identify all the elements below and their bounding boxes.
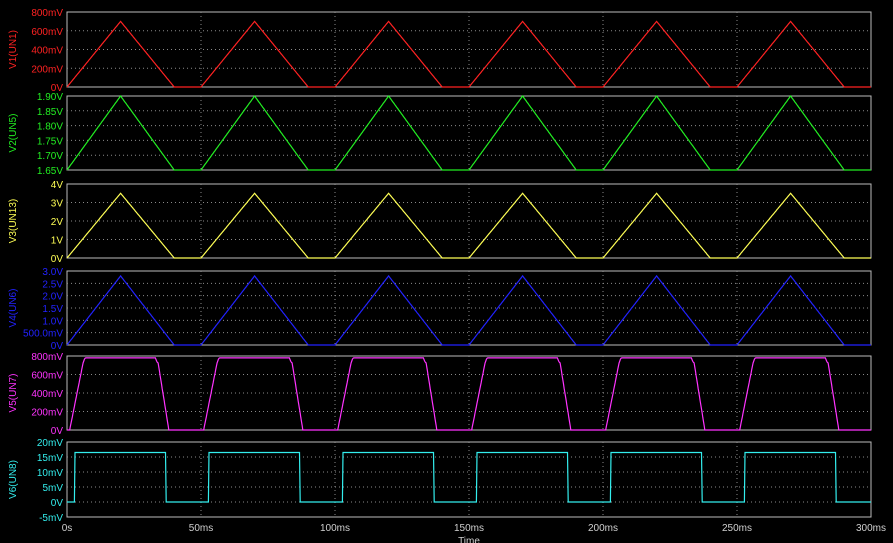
panel-1-y-tick-label: 0V <box>51 83 64 94</box>
panel-2-y-tick-label: 1.85V <box>37 107 63 118</box>
panel-5-y-tick-label: 600mV <box>31 371 63 382</box>
panel-2-y-tick-label: 1.90V <box>37 92 63 103</box>
x-tick-label: 100ms <box>320 523 350 534</box>
panel-6-frame <box>66 441 872 518</box>
panel-6-y-tick-label: 0V <box>51 498 64 509</box>
panel-4-y-tick-label: 1.5V <box>42 304 63 315</box>
panel-4-y-tick-label: 1.0V <box>42 316 63 327</box>
panel-3-y-axis-label: V3(UN13) <box>8 199 19 243</box>
x-tick-label: 300ms <box>856 523 886 534</box>
panel-5-y-tick-label: 800mV <box>31 352 63 363</box>
panel-2-y-axis-label: V2(UN5) <box>8 114 19 153</box>
panel-3-y-tick-label: 1V <box>51 236 64 247</box>
panel-6-y-tick-label: 5mV <box>42 483 63 494</box>
panel-3-series-line <box>66 192 871 259</box>
panel-1-y-tick-label: 200mV <box>31 64 63 75</box>
panel-3-y-tick-label: 2V <box>51 217 64 228</box>
panel-1-y-tick-label: 800mV <box>31 8 63 19</box>
panel-2-series-line <box>66 95 871 171</box>
x-tick-label: 250ms <box>722 523 752 534</box>
panel-2-y-tick-label: 1.70V <box>37 151 63 162</box>
panel-1-y-tick-label: 600mV <box>31 27 63 38</box>
panel-5-y-tick-label: 400mV <box>31 389 63 400</box>
x-tick-label: 150ms <box>454 523 484 534</box>
panel-5-y-tick-label: 0V <box>51 426 64 437</box>
panel-5-y-tick-label: 200mV <box>31 408 63 419</box>
panel-6-y-tick-label: 10mV <box>37 468 63 479</box>
panel-5-series-line <box>67 357 871 431</box>
panel-6-y-tick-label: 20mV <box>37 438 63 449</box>
x-tick-label: 50ms <box>189 523 213 534</box>
panel-6-y-tick-label: 15mV <box>37 453 63 464</box>
panel-4-y-tick-label: 3.0V <box>42 267 63 278</box>
panel-2-y-tick-label: 1.75V <box>37 136 63 147</box>
panel-6-series-line <box>67 451 871 503</box>
panel-4-series-line <box>66 274 871 346</box>
panel-6-y-tick-label: -5mV <box>39 513 63 524</box>
x-axis-label: Time <box>458 536 480 543</box>
panel-5-y-axis-label: V5(UN7) <box>8 374 19 413</box>
panel-1-y-axis-label: V1(UN1) <box>8 30 19 69</box>
x-tick-label: 200ms <box>588 523 618 534</box>
panel-4-y-tick-label: 2.0V <box>42 292 63 303</box>
panel-3-y-tick-label: 0V <box>51 254 64 265</box>
panel-1-y-tick-label: 400mV <box>31 46 63 57</box>
panel-6-y-axis-label: V6(UN8) <box>8 460 19 499</box>
panel-4-y-tick-label: 500.0mV <box>23 329 63 340</box>
panel-4-y-axis-label: V4(UN6) <box>8 289 19 328</box>
panel-2-y-tick-label: 1.80V <box>37 122 63 133</box>
panel-2-y-tick-label: 1.65V <box>37 166 63 177</box>
x-tick-label: 0s <box>62 523 73 534</box>
panel-3-y-tick-label: 4V <box>51 180 64 191</box>
panel-1-series-line <box>66 20 871 88</box>
panel-4-y-tick-label: 0V <box>51 341 64 352</box>
panel-3-y-tick-label: 3V <box>51 199 64 210</box>
panel-4-y-tick-label: 2.5V <box>42 279 63 290</box>
